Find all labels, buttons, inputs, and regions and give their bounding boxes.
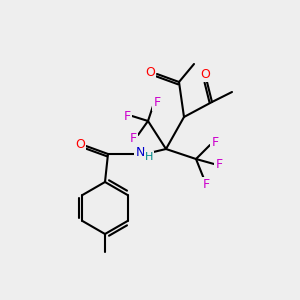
Text: F: F	[202, 178, 210, 191]
Text: F: F	[129, 133, 137, 146]
Text: H: H	[145, 152, 153, 162]
Text: N: N	[135, 146, 145, 158]
Text: F: F	[215, 158, 223, 170]
Text: F: F	[212, 136, 219, 148]
Text: O: O	[145, 65, 155, 79]
Text: F: F	[153, 97, 161, 110]
Text: O: O	[200, 68, 210, 80]
Text: F: F	[123, 110, 130, 122]
Text: O: O	[75, 137, 85, 151]
